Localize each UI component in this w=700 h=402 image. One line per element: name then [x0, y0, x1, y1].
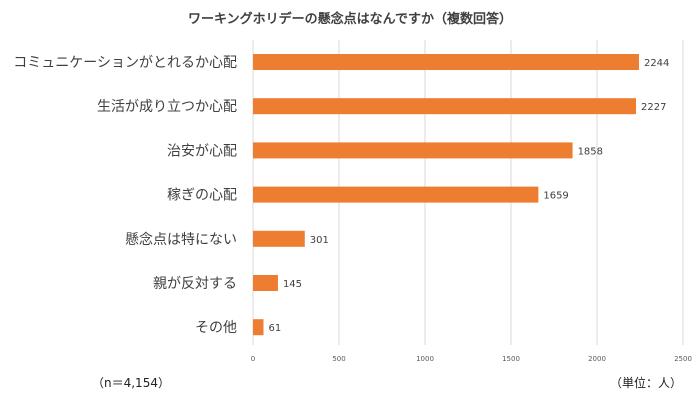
bar	[253, 98, 637, 115]
data-labels: 2244 2227 1858 1659 301 145 61	[268, 58, 669, 334]
data-label: 61	[268, 323, 281, 334]
category-label: 生活が成り立つか心配	[97, 99, 237, 115]
category-labels: コミュニケーションがとれるか心配生活が成り立つか心配治安が心配稼ぎの心配懸念点は…	[13, 55, 237, 336]
bar	[253, 275, 278, 291]
bar	[253, 186, 539, 203]
data-label: 1858	[578, 146, 603, 157]
data-label: 145	[283, 279, 302, 290]
category-label: 親が反対する	[153, 276, 237, 292]
bar	[253, 319, 264, 336]
bar	[253, 54, 639, 70]
category-label: 治安が心配	[167, 143, 237, 159]
x-tick-label: 0	[251, 355, 255, 363]
data-label: 1659	[543, 191, 568, 202]
category-label: 稼ぎの心配	[167, 188, 237, 204]
unit-note: （単位：人）	[609, 376, 682, 390]
x-tick-label: 500	[332, 355, 345, 363]
x-axis-ticks: 0 500 1000 1500 2000 2500	[251, 355, 692, 363]
category-label: その他	[195, 320, 237, 336]
bar	[253, 230, 305, 247]
data-label: 2244	[644, 58, 669, 69]
bars	[253, 54, 639, 336]
bar	[253, 142, 573, 159]
x-tick-label: 1500	[502, 355, 520, 363]
x-tick-label: 1000	[416, 355, 434, 363]
chart-title: ワーキングホリデーの懸念点はなんですか（複数回答）	[188, 12, 512, 27]
category-label: コミュニケーションがとれるか心配	[13, 55, 237, 71]
data-label: 2227	[641, 102, 666, 113]
x-tick-label: 2000	[588, 355, 606, 363]
x-tick-label: 2500	[674, 355, 692, 363]
category-label: 懸念点は特にない	[125, 231, 237, 248]
sample-size-note: （n＝4,154）	[92, 376, 170, 390]
data-label: 301	[310, 235, 329, 246]
